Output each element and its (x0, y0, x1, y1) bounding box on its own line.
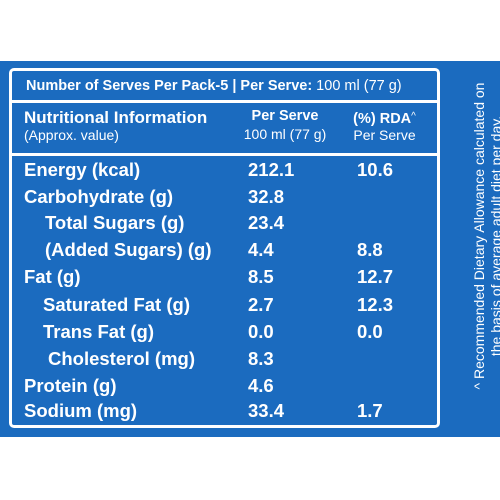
nutrient-label: Saturated Fat (g) (43, 294, 190, 315)
rda-value: 1.7 (357, 400, 383, 421)
rda-value: 12.3 (357, 294, 394, 315)
rda-column-header: (%) RDA^ (337, 111, 432, 127)
per-serve-amount: 100 ml (77 g) (243, 126, 327, 142)
serve-size-text: 100 ml (77 g) (312, 77, 402, 94)
rda-footnote-mark: ^ (411, 111, 416, 122)
nutrient-row-energy: Energy (kcal) 212.1 10.6 (12, 159, 437, 183)
nutrition-table: Number of Serves Per Pack-5 | Per Serve:… (9, 68, 440, 428)
per-serve-value: 0.0 (248, 321, 274, 342)
per-serve-value: 8.5 (248, 266, 274, 287)
per-serve-value: 23.4 (248, 212, 285, 233)
nutrient-label: Total Sugars (g) (45, 212, 185, 233)
nutrient-label: Trans Fat (g) (43, 321, 155, 342)
nutrient-label: (Added Sugars) (g) (45, 239, 212, 260)
table-subtitle: (Approx. value) (24, 127, 119, 143)
nutrient-label: Cholesterol (mg) (48, 348, 195, 369)
nutrient-row-trans-fat: Trans Fat (g) 0.0 0.0 (12, 321, 437, 345)
rda-per-serve-subheader: Per Serve (353, 127, 416, 143)
nutrient-row-saturated-fat: Saturated Fat (g) 2.7 12.3 (12, 294, 437, 318)
nutrient-row-protein: Protein (g) 4.6 (12, 375, 437, 399)
per-serve-column-header: Per Serve (251, 108, 319, 124)
rda-value: 0.0 (357, 321, 383, 342)
nutrient-label: Fat (g) (24, 266, 81, 287)
serves-per-pack-line: Number of Serves Per Pack-5 | Per Serve:… (12, 71, 437, 100)
divider-top (12, 100, 437, 103)
rda-footnote-line-2: the basis of average adult diet per day. (488, 115, 500, 357)
nutrition-panel: Number of Serves Per Pack-5 | Per Serve:… (0, 61, 500, 437)
per-serve-value: 4.6 (248, 375, 274, 396)
per-serve-value: 2.7 (248, 294, 274, 315)
per-serve-value: 33.4 (248, 400, 285, 421)
per-serve-value: 4.4 (248, 239, 274, 260)
nutrient-row-sodium: Sodium (mg) 33.4 1.7 (12, 400, 437, 424)
nutrient-row-cholesterol: Cholesterol (mg) 8.3 (12, 348, 437, 372)
rda-value: 10.6 (357, 159, 394, 180)
per-serve-value: 8.3 (248, 348, 274, 369)
rda-footnote-line-1: ^ Recommended Dietary Allowance calculat… (471, 82, 487, 390)
nutrient-label: Energy (kcal) (24, 159, 141, 180)
divider-header (12, 153, 437, 156)
per-serve-value: 212.1 (248, 159, 295, 180)
per-serve-value: 32.8 (248, 186, 285, 207)
nutrient-label: Sodium (mg) (24, 400, 138, 421)
rda-value: 12.7 (357, 266, 394, 287)
rda-label: (%) RDA (353, 111, 412, 127)
nutrient-row-fat: Fat (g) 8.5 12.7 (12, 266, 437, 290)
nutrient-row-carbohydrate: Carbohydrate (g) 32.8 (12, 186, 437, 210)
table-title: Nutritional Information (24, 108, 208, 127)
nutrient-row-total-sugars: Total Sugars (g) 23.4 (12, 212, 437, 236)
nutrient-label: Carbohydrate (g) (24, 186, 174, 207)
nutrient-row-added-sugars: (Added Sugars) (g) 4.4 8.8 (12, 239, 437, 263)
rda-footnote: ^ Recommended Dietary Allowance calculat… (471, 66, 500, 406)
nutrient-label: Protein (g) (24, 375, 117, 396)
serves-per-pack-label: Number of Serves Per Pack-5 | Per Serve: (26, 77, 313, 94)
rda-value: 8.8 (357, 239, 383, 260)
